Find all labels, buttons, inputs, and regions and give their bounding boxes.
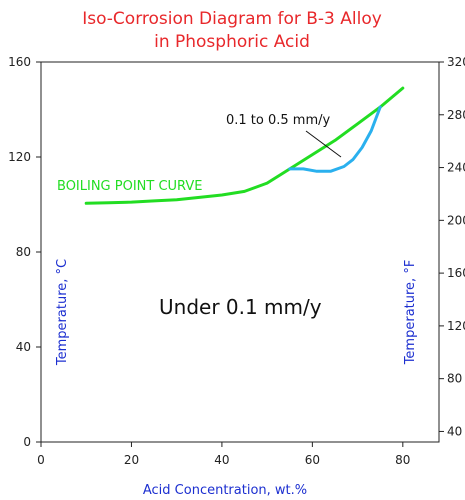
boiling-curve-label: BOILING POINT CURVE bbox=[57, 179, 203, 194]
region-label: Under 0.1 mm/y bbox=[159, 295, 322, 319]
iso-curve-pointer bbox=[305, 130, 342, 158]
y-right-axis-ticks: 40 80 120 160 200 240 280 320 bbox=[439, 55, 465, 438]
y-left-tick-label: 120 bbox=[8, 150, 31, 164]
x-tick-label: 40 bbox=[214, 453, 229, 467]
series-line-0-1-to-0-5-mm-y bbox=[288, 105, 382, 173]
y-right-tick-label: 240 bbox=[447, 161, 465, 175]
x-axis-label: Acid Concentration, wt.% bbox=[143, 483, 307, 498]
y-right-tick-label: 80 bbox=[447, 372, 462, 386]
y-right-tick-label: 40 bbox=[447, 424, 462, 438]
series-layer bbox=[84, 86, 405, 205]
x-tick-label: 0 bbox=[37, 453, 45, 467]
x-tick-label: 20 bbox=[124, 453, 139, 467]
y-left-axis-ticks: 0 40 80 120 160 bbox=[8, 55, 41, 449]
chart-title-line1: Iso-Corrosion Diagram for B-3 Alloy bbox=[82, 9, 382, 29]
iso-curve-label: 0.1 to 0.5 mm/y bbox=[226, 113, 331, 128]
x-tick-label: 60 bbox=[305, 453, 320, 467]
y-left-tick-label: 160 bbox=[8, 55, 31, 69]
y-right-tick-label: 160 bbox=[447, 266, 465, 280]
y-right-tick-label: 120 bbox=[447, 319, 465, 333]
x-tick-label: 80 bbox=[395, 453, 410, 467]
y-right-tick-label: 280 bbox=[447, 108, 465, 122]
y-right-tick-label: 200 bbox=[447, 213, 465, 227]
y-right-tick-label: 320 bbox=[447, 55, 465, 69]
y-right-axis-label: Temperature, °F bbox=[403, 260, 418, 366]
y-left-axis-label: Temperature, °C bbox=[55, 259, 70, 366]
y-left-tick-label: 40 bbox=[16, 340, 31, 354]
series-line-boiling-point-curve bbox=[84, 86, 405, 205]
y-left-tick-label: 0 bbox=[23, 435, 31, 449]
chart-title-line2: in Phosphoric Acid bbox=[154, 32, 310, 52]
y-left-tick-label: 80 bbox=[16, 245, 31, 259]
x-axis-ticks: 0 20 40 60 80 bbox=[37, 442, 410, 467]
